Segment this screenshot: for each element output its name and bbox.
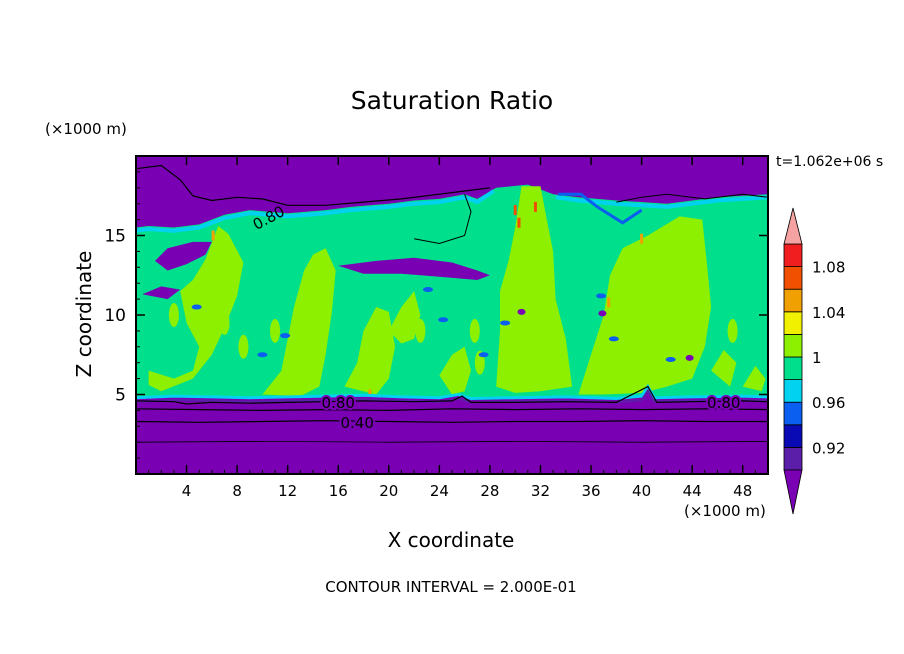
cloud-plume-2 [262,248,336,397]
supersat-streak-6 [607,297,611,308]
blue-speck-9 [280,333,291,339]
colorbar-band [783,401,803,426]
colorbar-band [783,424,803,448]
purple-speck-3 [517,308,526,315]
contour-020 [136,440,768,443]
cloud-plume-5 [496,186,573,393]
x-tick-label: 36 [581,482,600,500]
blue-speck-6 [608,336,619,342]
colorbar-over-arrow [783,207,803,245]
colorbar: 0.92 0.96 1 1.04 1.08 [783,207,845,515]
cloud-streak-6 [469,318,480,343]
upper-dry-region [136,156,768,228]
chart-title: Saturation Ratio [350,86,554,115]
colorbar-tick-label: 0.92 [812,439,845,457]
z-scale-label: (×1000 m) [45,120,127,138]
lower-dark-band [136,388,768,404]
colorbar-band [783,266,803,290]
contour-label: 0.80 [707,394,740,412]
colorbar-band [783,446,803,471]
blue-speck-3 [478,352,489,358]
transition-blue-dip [558,192,643,225]
contour-080-upper [136,164,490,206]
y-tick-label: 10 [104,306,126,326]
supersat-streak-1 [513,205,517,216]
blue-speck-8 [422,287,433,293]
x-tick-label: 32 [531,482,550,500]
x-tick-label: 8 [232,482,242,500]
x-tick-label: 44 [683,482,702,500]
colorbar-band [783,356,803,381]
time-label: t=1.062e+06 s [776,154,884,170]
x-tick-label: 12 [278,482,297,500]
colorbar-band [783,243,803,268]
contour-080-upper-right [616,193,768,203]
cloud-streak-5 [415,318,426,343]
x-tick-label: 40 [632,482,651,500]
dry-lens-left [155,241,212,271]
purple-speck-2 [685,354,694,361]
dry-lens-small [142,286,181,300]
contour-label: 0.80 [322,394,355,412]
x-axis-label: X coordinate [387,528,515,552]
colorbar-tick-label: 1.08 [812,259,845,277]
cloud-plume-9 [388,291,421,344]
x-tick-label: 24 [430,482,449,500]
heatmap-plot: 0.800.80 0.800.40 [136,156,768,474]
contour-label: 0.40 [340,414,373,432]
x-tick-label: 16 [329,482,348,500]
cloud-plume-4 [439,346,471,395]
cloud-streak-1 [168,303,179,327]
colorbar-band [783,379,803,403]
colorbar-band [783,288,803,313]
purple-speck-1 [598,310,607,317]
contour-interval-label: CONTOUR INTERVAL = 2.000E-01 [325,578,577,596]
blue-speck-1 [257,352,268,358]
contour-040 [136,420,768,423]
colorbar-band [783,333,803,358]
x-tick-label: 20 [379,482,398,500]
contour-080-lower [136,385,768,405]
y-tick-label: 15 [104,227,126,247]
cloud-streak-8 [727,318,738,343]
cloud-plume-6 [578,216,712,395]
x-tick-label: 48 [733,482,752,500]
cloud-streak-2 [219,310,230,335]
blue-speck-7 [665,357,676,363]
colorbar-tick-label: 1.04 [812,304,845,322]
transition-band-left [136,189,495,233]
contour-060 [136,408,768,412]
contour-080-upper-hook [414,194,472,245]
cloud-streak-3 [238,334,249,359]
blue-speck-4 [500,320,511,326]
cloud-streak-4 [270,318,281,343]
y-tick-label: 5 [115,386,126,406]
x-tick-label: 4 [182,482,192,500]
x-tick-label: 28 [480,482,499,500]
colorbar-band [783,311,803,335]
blue-speck-10 [191,304,202,310]
supersat-streak-5 [640,233,644,244]
transition-band-right [555,195,768,209]
blue-speck-2 [438,317,449,323]
supersat-streak-4 [211,230,215,241]
colorbar-tick-label: 1 [812,349,822,367]
dry-lens-mid [338,257,490,280]
lower-dry-region [136,386,768,474]
cloud-plume-7 [711,350,737,387]
y-axis-label: Z coordinate [72,250,96,378]
supersat-streak-3 [533,201,537,212]
cloud-plume-8 [742,365,766,392]
colorbar-under-arrow [783,469,803,515]
colorbar-tick-label: 0.96 [812,394,845,412]
x-scale-label: (×1000 m) [684,502,766,520]
cloud-plume-3 [344,307,396,395]
supersat-streak-2 [517,217,521,228]
blue-speck-5 [596,293,607,299]
